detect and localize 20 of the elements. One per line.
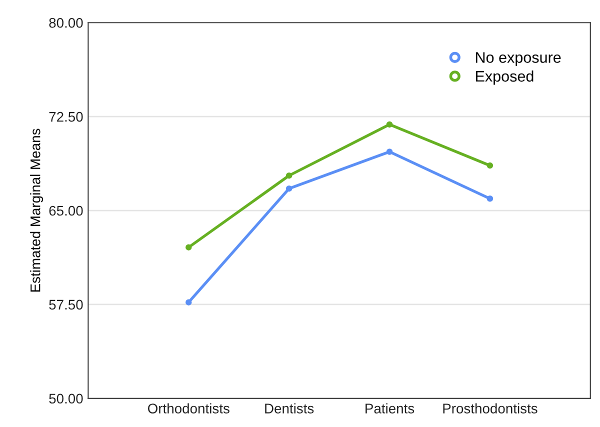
point bbox=[486, 195, 494, 202]
point bbox=[286, 185, 292, 192]
x-tick-label: Dentists bbox=[265, 403, 314, 414]
x-tick-label: Orthodontists bbox=[148, 403, 230, 414]
y-tick-label: 80.00 bbox=[49, 18, 83, 28]
y-tick-label: 57.50 bbox=[49, 300, 83, 310]
point bbox=[486, 162, 494, 169]
y-axis-title: Estimated Marginal Means bbox=[30, 128, 44, 292]
x-tick-label: Patients bbox=[366, 403, 414, 414]
y-tick-label: 65.00 bbox=[49, 206, 83, 216]
point bbox=[386, 148, 393, 155]
point bbox=[286, 172, 292, 179]
point bbox=[186, 299, 192, 306]
legend-label: No exposure bbox=[476, 52, 561, 66]
y-tick-label: 72.50 bbox=[49, 112, 83, 122]
legend-label: Exposed bbox=[476, 70, 534, 85]
y-tick-label: 50.00 bbox=[49, 394, 83, 404]
point bbox=[386, 121, 393, 128]
x-tick-label: Prosthodontists bbox=[443, 403, 538, 414]
point bbox=[186, 244, 192, 250]
